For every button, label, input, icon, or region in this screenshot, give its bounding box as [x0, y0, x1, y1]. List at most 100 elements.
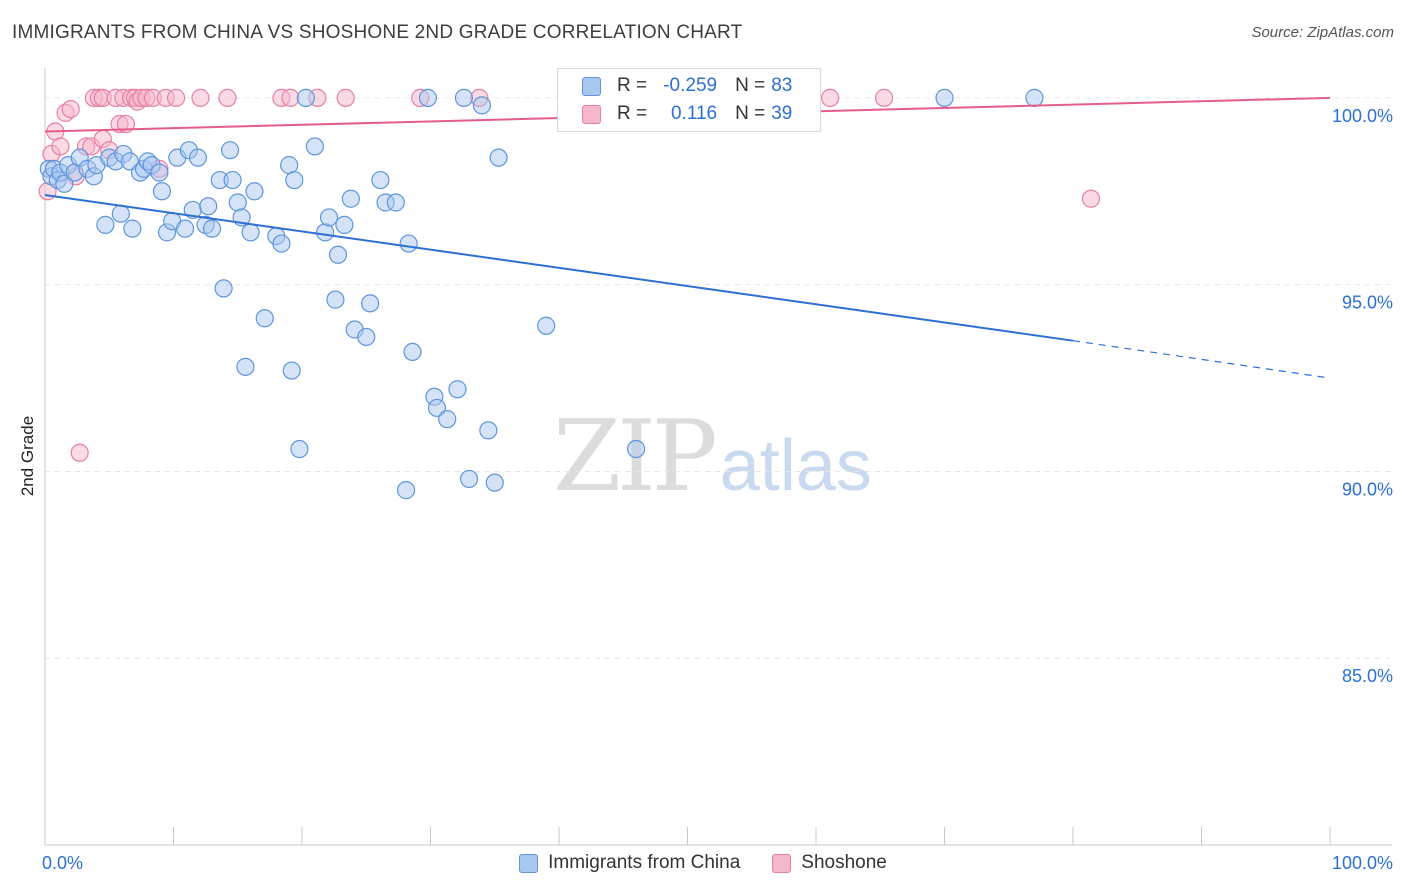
- china-point: [341, 189, 360, 208]
- grid-lines: [45, 97, 1392, 659]
- r-label: R =: [617, 103, 648, 124]
- china-point: [175, 219, 195, 238]
- y-tick-label: 90.0%: [1342, 479, 1393, 499]
- china-point: [228, 193, 247, 212]
- tick-labels: 85.0% 90.0% 95.0% 100.0% 0.0% 100.0%: [42, 106, 1393, 873]
- x-tick-label: 100.0%: [1332, 853, 1393, 873]
- shoshone-points: [38, 88, 1101, 462]
- china-point: [357, 327, 376, 347]
- china-point: [454, 88, 474, 107]
- legend-item-china[interactable]: Immigrants from China: [519, 852, 740, 874]
- shoshone-point: [281, 88, 300, 107]
- correlation-legend: R = -0.259 N = 83 R = 0.116 N = 39: [557, 68, 821, 132]
- legend-label-shoshone: Shoshone: [801, 852, 887, 873]
- china-swatch: [582, 76, 601, 96]
- china-point: [489, 148, 508, 167]
- china-point: [285, 170, 304, 190]
- axes: [44, 68, 1392, 846]
- china-n-value: 83: [771, 75, 793, 96]
- china-point: [479, 421, 498, 440]
- n-label: N =: [735, 103, 766, 124]
- china-point: [399, 234, 418, 253]
- china-point: [448, 380, 467, 399]
- shoshone-point: [191, 88, 210, 107]
- china-point: [188, 148, 208, 167]
- china-point: [418, 88, 438, 107]
- legend-row-china: R = -0.259 N = 83: [582, 73, 792, 99]
- china-point: [255, 309, 274, 328]
- china-point: [326, 290, 345, 309]
- china-point: [328, 245, 348, 264]
- series-legend: Immigrants from China Shoshone: [0, 852, 1406, 874]
- legend-item-shoshone[interactable]: Shoshone: [772, 852, 887, 874]
- china-point: [223, 170, 242, 190]
- china-point: [152, 182, 172, 201]
- china-point: [123, 219, 142, 238]
- china-point: [150, 163, 169, 182]
- shoshone-point: [166, 88, 186, 107]
- china-point: [316, 223, 335, 242]
- china-point: [1025, 88, 1044, 107]
- legend-row-shoshone: R = 0.116 N = 39: [582, 101, 792, 127]
- china-point: [361, 294, 380, 313]
- china-point: [459, 469, 479, 489]
- china-point: [537, 316, 556, 335]
- china-point: [296, 88, 315, 107]
- china-point: [96, 215, 115, 234]
- y-tick-label: 85.0%: [1342, 666, 1393, 686]
- china-point: [335, 215, 354, 234]
- y-tick-label: 100.0%: [1332, 106, 1393, 126]
- shoshone-point: [61, 99, 80, 119]
- china-point: [396, 481, 416, 500]
- chart-title: IMMIGRANTS FROM CHINA VS SHOSHONE 2ND GR…: [12, 22, 743, 43]
- china-point: [319, 208, 339, 227]
- shoshone-point: [875, 88, 894, 107]
- china-point: [236, 357, 255, 376]
- china-point: [935, 88, 954, 107]
- shoshone-point: [51, 137, 70, 156]
- shoshone-swatch: [582, 104, 601, 124]
- n-label: N =: [735, 75, 766, 96]
- china-swatch: [519, 853, 539, 873]
- china-points: [39, 88, 1044, 500]
- shoshone-n-value: 39: [771, 103, 793, 124]
- legend-label-china: Immigrants from China: [548, 852, 741, 873]
- shoshone-point: [336, 88, 355, 107]
- china-point: [202, 219, 222, 238]
- shoshone-point: [1081, 189, 1101, 208]
- x-tick-label: 0.0%: [42, 853, 83, 873]
- y-axis-label: 2nd Grade: [18, 415, 37, 497]
- china-point: [241, 223, 260, 242]
- shoshone-point: [821, 88, 840, 107]
- trend-lines: [44, 96, 1331, 379]
- china-point: [626, 439, 646, 459]
- china-point: [403, 342, 422, 362]
- china-trend-line: [44, 194, 1074, 342]
- china-point: [427, 398, 447, 418]
- china-point: [305, 137, 324, 156]
- china-point: [290, 439, 309, 459]
- china-trend-extension: [1072, 340, 1331, 379]
- china-point: [220, 141, 240, 160]
- china-point: [120, 152, 139, 171]
- china-point: [272, 234, 291, 253]
- shoshone-r-value: 0.116: [670, 103, 718, 124]
- china-point: [199, 197, 218, 216]
- chart-source: Source: ZipAtlas.com: [1251, 24, 1394, 41]
- china-point: [214, 279, 233, 298]
- china-point: [282, 361, 301, 380]
- china-r-value: -0.259: [663, 75, 718, 96]
- china-point: [386, 193, 405, 212]
- china-point: [472, 96, 491, 115]
- r-label: R =: [617, 75, 648, 96]
- china-point: [55, 174, 74, 193]
- china-point: [485, 473, 504, 492]
- china-point: [371, 170, 390, 190]
- china-point: [245, 182, 264, 201]
- y-tick-label: 95.0%: [1342, 293, 1393, 313]
- shoshone-point: [218, 88, 237, 107]
- shoshone-point: [70, 443, 89, 462]
- shoshone-swatch: [772, 853, 792, 873]
- china-point: [438, 410, 457, 429]
